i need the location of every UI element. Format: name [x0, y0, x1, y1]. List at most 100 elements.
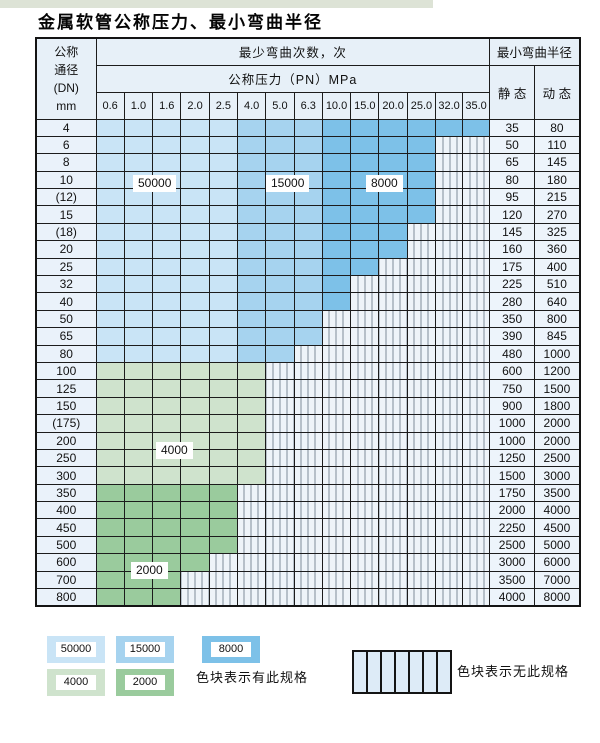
spec-cell [265, 222, 295, 242]
spec-cell [208, 309, 238, 329]
dn-cell: 250 [35, 448, 97, 468]
no-spec-cell [321, 448, 352, 468]
spec-cell [152, 222, 182, 242]
no-spec-cell [350, 275, 380, 294]
dynamic-column-header: 动 态 [534, 64, 581, 120]
table-row: 4 35 80 [35, 118, 581, 137]
spec-cell [152, 344, 182, 363]
dn-cell: 400 [35, 501, 97, 520]
spec-cell [293, 205, 323, 224]
cycle-region-label: 4000 [156, 442, 193, 459]
spec-cell [265, 153, 295, 172]
spec-cell [208, 118, 238, 137]
static-radius-cell: 50 [489, 135, 536, 155]
table-row: 15 120 270 [35, 205, 581, 224]
no-spec-cell [435, 327, 464, 346]
static-radius-cell: 35 [489, 118, 536, 137]
spec-cell [293, 327, 323, 346]
spec-cell [208, 431, 238, 450]
no-spec-cell [265, 588, 295, 607]
spec-cell [406, 188, 437, 207]
no-spec-cell [293, 448, 323, 468]
no-spec-cell [406, 518, 437, 537]
no-spec-cell [208, 570, 238, 590]
no-spec-cell [265, 553, 295, 572]
no-spec-cell [462, 588, 491, 607]
static-radius-cell: 750 [489, 379, 536, 398]
no-spec-cell [435, 275, 464, 294]
no-spec-cell [293, 379, 323, 398]
no-spec-cell [406, 344, 437, 363]
spec-cell [123, 396, 154, 416]
no-spec-cell [208, 588, 238, 607]
no-spec-cell [378, 361, 408, 381]
spec-cell [236, 135, 267, 155]
dn-cell: 50 [35, 309, 97, 329]
static-radius-cell: 390 [489, 327, 536, 346]
page-title: 金属软管公称压力、最小弯曲半径 [38, 13, 323, 33]
no-spec-cell [265, 431, 295, 450]
dynamic-radius-cell: 4500 [534, 518, 581, 537]
static-radius-cell: 600 [489, 361, 536, 381]
no-spec-cell [321, 588, 352, 607]
legend-swatch-value: 50000 [56, 642, 96, 657]
no-spec-cell [293, 501, 323, 520]
no-spec-cell [350, 483, 380, 503]
spec-cell [321, 170, 352, 190]
spec-cell [293, 153, 323, 172]
no-spec-cell [406, 448, 437, 468]
no-spec-cell [435, 344, 464, 363]
no-spec-cell [350, 518, 380, 537]
spec-cell [208, 292, 238, 311]
dn-cell: 300 [35, 466, 97, 485]
dynamic-radius-cell: 360 [534, 240, 581, 259]
spec-cell [236, 327, 267, 346]
spec-cell [321, 222, 352, 242]
no-spec-cell [350, 448, 380, 468]
legend-no-spec-note: 色块表示无此规格 [457, 664, 570, 679]
table-row: 600 3000 6000 [35, 553, 581, 572]
spec-cell [236, 118, 267, 137]
spec-cell [95, 518, 125, 537]
dn-header-line: (DN) [53, 80, 79, 95]
static-radius-cell: 145 [489, 222, 536, 242]
no-spec-cell [293, 361, 323, 381]
dynamic-radius-cell: 510 [534, 275, 581, 294]
no-spec-cell [406, 588, 437, 607]
spec-cell [152, 361, 182, 381]
spec-cell [95, 257, 125, 277]
dn-cell: 200 [35, 431, 97, 450]
spec-cell [123, 135, 154, 155]
spec-cell [350, 153, 380, 172]
spec-cell [406, 135, 437, 155]
spec-cell [123, 588, 154, 607]
no-spec-cell [293, 344, 323, 363]
spec-cell [208, 448, 238, 468]
no-spec-cell [462, 240, 491, 259]
spec-cell [180, 535, 210, 555]
spec-cell [95, 135, 125, 155]
pn-column-header: 2.5 [208, 91, 238, 120]
no-spec-cell [378, 431, 408, 450]
no-spec-cell [350, 379, 380, 398]
dn-cell: 100 [35, 361, 97, 381]
spec-cell [180, 483, 210, 503]
no-spec-cell [321, 483, 352, 503]
no-spec-cell [462, 553, 491, 572]
no-spec-cell [406, 483, 437, 503]
spec-cell [321, 292, 352, 311]
dn-cell: 20 [35, 240, 97, 259]
no-spec-cell [180, 570, 210, 590]
table-row: 400 2000 4000 [35, 501, 581, 520]
static-radius-cell: 3500 [489, 570, 536, 590]
spec-cell [208, 518, 238, 537]
pressure-header: 公称压力（PN）MPa [95, 64, 491, 93]
static-radius-cell: 120 [489, 205, 536, 224]
no-spec-cell [208, 553, 238, 572]
spec-cell [236, 222, 267, 242]
no-spec-cell [350, 344, 380, 363]
spec-cell [265, 344, 295, 363]
dynamic-radius-cell: 800 [534, 309, 581, 329]
spec-cell [265, 275, 295, 294]
